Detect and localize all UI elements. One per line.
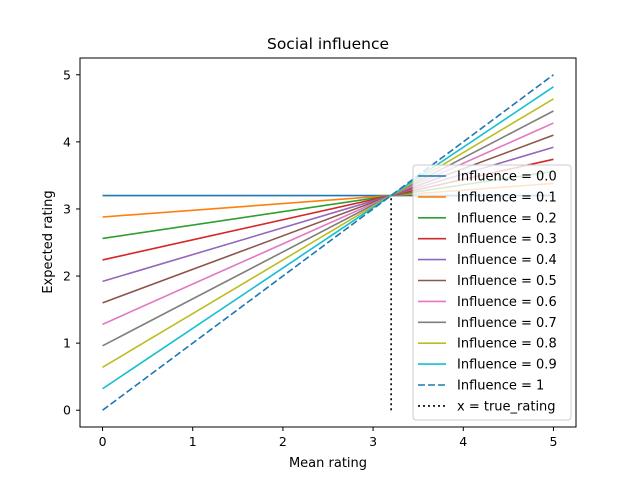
- x-tick-label: 2: [279, 434, 287, 449]
- x-tick-label: 4: [459, 434, 467, 449]
- y-tick-label: 1: [63, 336, 71, 351]
- legend-label-2: Influence = 0.2: [457, 211, 557, 226]
- legend-label-9: Influence = 0.9: [457, 358, 557, 373]
- legend-label-4: Influence = 0.4: [457, 253, 557, 268]
- y-tick-label: 5: [63, 67, 71, 82]
- legend-label-0: Influence = 0.0: [457, 170, 557, 185]
- legend: Influence = 0.0 Influence = 0.1 Influence …: [413, 165, 571, 420]
- legend-label-7: Influence = 0.7: [457, 316, 557, 331]
- y-tick-label: 2: [63, 269, 71, 284]
- legend-label-8: Influence = 0.8: [457, 337, 557, 352]
- x-axis-label: Mean rating: [289, 456, 367, 471]
- y-tick-label: 0: [63, 403, 71, 418]
- x-tick-label: 3: [369, 434, 377, 449]
- x-tick-label: 0: [99, 434, 107, 449]
- legend-label-11: x = true_rating: [457, 399, 556, 414]
- x-tick-label: 1: [189, 434, 197, 449]
- y-tick-label: 3: [63, 201, 71, 216]
- y-axis-label: Expected rating: [41, 190, 56, 293]
- legend-label-5: Influence = 0.5: [457, 274, 557, 289]
- legend-label-6: Influence = 0.6: [457, 295, 557, 310]
- legend-label-3: Influence = 0.3: [457, 232, 557, 247]
- legend-label-10: Influence = 1: [457, 379, 544, 394]
- chart-title: Social influence: [267, 35, 389, 53]
- y-tick-label: 4: [63, 134, 71, 149]
- legend-label-1: Influence = 0.1: [457, 190, 557, 205]
- x-tick-label: 5: [549, 434, 557, 449]
